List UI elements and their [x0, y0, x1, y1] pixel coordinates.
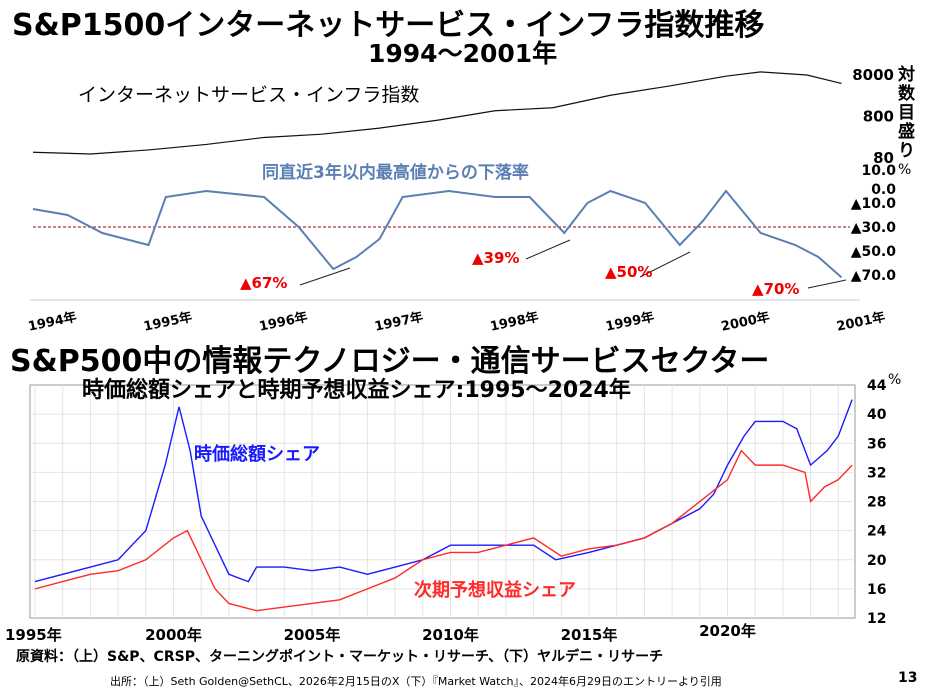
annotation-39: ▲39% — [472, 249, 520, 267]
bottom-x-tick-label: 2005年 — [284, 626, 341, 644]
top-x-tick-label: 2001年 — [835, 309, 886, 335]
bottom-y-tick-label: 28 — [867, 495, 886, 511]
log-tick-label: 80 — [873, 149, 894, 167]
citation-note: 出所：（上）Seth Golden@SethCL、2026年2月15日のX（下）… — [110, 675, 722, 688]
top-title: S&P1500インターネットサービス・インフラ指数推移 — [12, 8, 765, 43]
top-x-tick-label: 1994年 — [27, 309, 78, 335]
log-tick-label: 8000 — [852, 66, 894, 84]
bottom-y-tick-label: 36 — [867, 436, 886, 452]
index-label: インターネットサービス・インフラ指数 — [78, 84, 420, 106]
bottom-y-tick-label: 40 — [867, 407, 887, 423]
source-note: 原資料：（上）S&P、CRSP、ターニングポイント・マーケット・リサーチ、（下）… — [16, 649, 664, 665]
top-x-tick-label: 2000年 — [720, 309, 771, 335]
top-x-tick-label: 1997年 — [373, 309, 424, 335]
bottom-subtitle: 時価総額シェアと時期予想収益シェア:1995〜2024年 — [82, 378, 631, 403]
earnings-label: 次期予想収益シェア — [414, 580, 576, 601]
annotation-70: ▲70% — [752, 280, 800, 298]
bottom-y-tick-label: 20 — [867, 553, 887, 569]
bottom-y-tick-label: 44 — [867, 378, 887, 394]
annotation-arrow — [525, 239, 571, 260]
bottom-x-tick-label: 2015年 — [561, 626, 618, 644]
bottom-y-tick-label: 32 — [867, 465, 886, 481]
annotation-arrow — [299, 267, 351, 286]
bottom-x-tick-label: 1995年 — [5, 626, 62, 644]
market-cap-label: 時価総額シェア — [194, 444, 320, 465]
index-series-line — [32, 71, 842, 155]
log-axis-label: 対数目盛り — [898, 65, 915, 161]
annotation-arrow — [807, 279, 847, 289]
bottom-x-tick-label: 2020年 — [699, 622, 756, 640]
bottom-title: S&P500中の情報テクノロジー・通信サービスセクター — [10, 344, 770, 379]
drawdown-label: 同直近3年以内最高値からの下落率 — [262, 163, 529, 183]
drawdown-tick-label: 0.0 — [871, 182, 896, 198]
top-x-tick-label: 1998年 — [489, 309, 540, 335]
top-x-tick-label: 1999年 — [604, 309, 655, 335]
drawdown-tick-label: ▲10.0 — [851, 196, 897, 212]
drawdown-tick-label: 10.0 — [861, 163, 896, 179]
annotation-50: ▲50% — [605, 263, 653, 281]
bottom-y-tick-label: 12 — [867, 611, 886, 627]
bottom-pct-unit: % — [888, 372, 902, 388]
drawdown-tick-label: ▲70.0 — [851, 268, 897, 284]
top-subtitle: 1994〜2001年 — [368, 39, 558, 68]
drawdown-tick-label: ▲50.0 — [851, 244, 897, 260]
bottom-y-tick-label: 16 — [867, 582, 886, 598]
bottom-x-tick-label: 2010年 — [422, 626, 479, 644]
annotation-67: ▲67% — [240, 274, 288, 292]
drawdown-series-line — [32, 189, 843, 279]
earnings-share-line — [34, 449, 853, 612]
drawdown-tick-label: ▲30.0 — [851, 220, 897, 236]
top-pct-unit: % — [898, 162, 912, 178]
top-x-tick-label: 1996年 — [258, 309, 309, 335]
market-cap-share-line — [34, 399, 853, 583]
page-number: 13 — [898, 670, 918, 686]
bottom-y-tick-label: 24 — [867, 524, 887, 540]
log-tick-label: 800 — [863, 108, 894, 126]
top-x-tick-label: 1995年 — [142, 309, 193, 335]
annotation-arrow — [639, 251, 691, 278]
bottom-x-tick-label: 2000年 — [145, 626, 202, 644]
